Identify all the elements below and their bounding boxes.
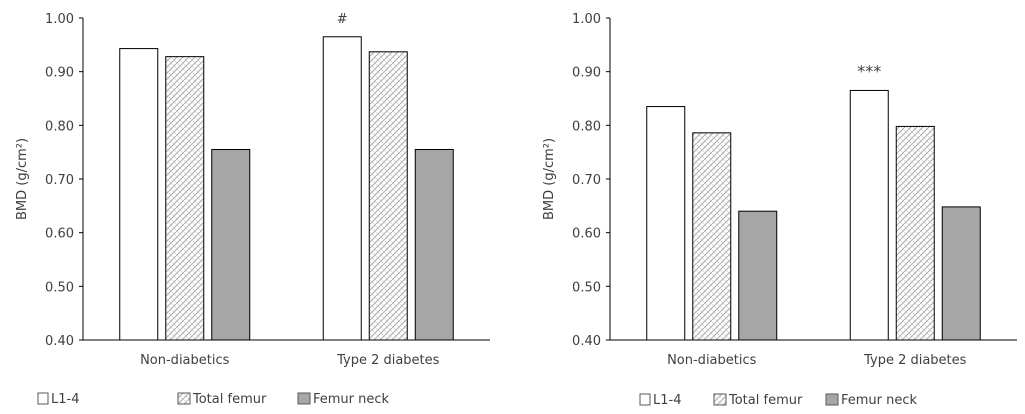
bar-l1-4-type-2-diabetes <box>322 36 362 341</box>
y-tick-label: 0.90 <box>45 66 74 81</box>
y-tick-label: 1.00 <box>45 12 74 27</box>
legend-swatch <box>177 392 191 405</box>
x-category-label: Non-diabetics <box>140 353 230 368</box>
y-tick-label: 0.80 <box>572 119 601 134</box>
legend-swatch <box>713 393 727 406</box>
y-tick-label: 1.00 <box>572 12 601 27</box>
y-tick-label: 0.70 <box>45 173 74 188</box>
bar-total-femur-type-2-diabetes <box>895 125 935 341</box>
y-tick-label: 0.60 <box>45 227 74 242</box>
bar-femur-neck-non-diabetics <box>211 148 251 341</box>
significance-annotation: *** <box>857 61 881 80</box>
legend-swatch <box>639 393 651 406</box>
bar-l1-4-type-2-diabetes <box>849 89 889 341</box>
y-tick-label: 0.50 <box>45 280 74 295</box>
legend-swatch <box>297 392 311 405</box>
legend-label: Total femur <box>728 393 803 408</box>
bar-total-femur-non-diabetics <box>692 132 732 341</box>
y-tick-label: 0.90 <box>572 66 601 81</box>
bar-femur-neck-non-diabetics <box>738 210 778 341</box>
bar-l1-4-non-diabetics <box>646 106 686 341</box>
bar-total-femur-type-2-diabetes <box>368 51 408 341</box>
legend-label: Femur neck <box>313 392 390 407</box>
bar-femur-neck-type-2-diabetes <box>941 206 981 341</box>
y-tick-label: 0.80 <box>45 119 74 134</box>
x-category-label: Type 2 diabetes <box>863 353 967 368</box>
y-tick-label: 0.40 <box>45 334 74 349</box>
y-axis-title: BMD (g/cm²) <box>542 138 557 220</box>
significance-annotation: # <box>337 12 348 27</box>
legend-label: Total femur <box>192 392 267 407</box>
legend-swatch <box>825 393 839 406</box>
y-tick-label: 0.60 <box>572 227 601 242</box>
bar-l1-4-non-diabetics <box>119 48 159 341</box>
bar-total-femur-non-diabetics <box>165 56 205 341</box>
chart-panel-2: 0.40 0.50 0.60 0.70 0.80 0.90 1.00 BMD (g/cm²) N… <box>542 12 1017 408</box>
y-tick-label: 0.40 <box>572 334 601 349</box>
x-category-label: Type 2 diabetes <box>336 353 440 368</box>
legend-label: Femur neck <box>841 393 918 408</box>
y-axis-title: BMD (g/cm²) <box>15 138 30 220</box>
y-tick-label: 0.70 <box>572 173 601 188</box>
x-category-label: Non-diabetics <box>667 353 757 368</box>
legend-swatch <box>37 392 49 405</box>
bar-femur-neck-type-2-diabetes <box>414 148 454 341</box>
legend-label: L1-4 <box>51 392 79 407</box>
y-tick-label: 0.50 <box>572 280 601 295</box>
legend-label: L1-4 <box>653 393 681 408</box>
chart-panel-1: 0.40 0.50 0.60 0.70 0.80 0.90 1.00 BMD (g/cm²) N… <box>15 12 490 407</box>
